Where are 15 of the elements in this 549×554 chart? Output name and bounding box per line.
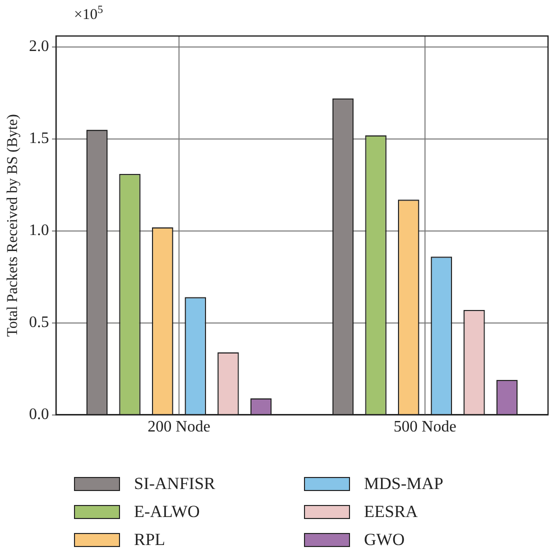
legend-label: EESRA — [364, 502, 418, 522]
legend-label: SI-ANFISR — [134, 474, 216, 494]
y-tick-label: 0.0 — [29, 406, 49, 424]
y-tick-label: 1.5 — [29, 130, 49, 148]
legend-label: E-ALWO — [134, 502, 200, 522]
y-axis-title: Total Packets Received by BS (Byte) — [4, 114, 21, 337]
y-tick-label: 1.0 — [29, 222, 49, 240]
legend-label: RPL — [134, 530, 166, 550]
y-tick-label: 0.5 — [29, 314, 49, 332]
x-tick-label: 500 Node — [394, 418, 456, 436]
legend-label: MDS-MAP — [364, 474, 444, 494]
text: ×10$^{5}$ — [74, 4, 103, 23]
y-tick-label: 2.0 — [29, 38, 49, 56]
legend-label: GWO — [364, 530, 405, 550]
x-tick-label: 200 Node — [148, 418, 210, 436]
